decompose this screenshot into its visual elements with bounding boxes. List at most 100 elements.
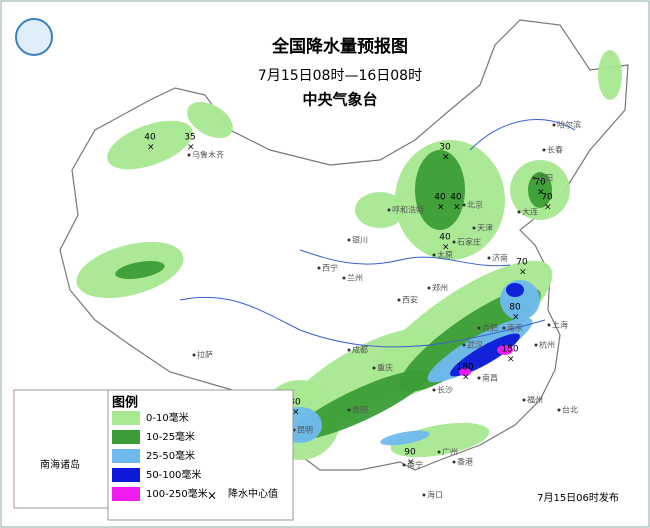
- city-name: 太原: [437, 250, 453, 260]
- legend-swatch: [112, 430, 140, 444]
- city-dot: [557, 408, 561, 412]
- city-name: 天津: [477, 223, 493, 233]
- city-name: 石家庄: [457, 237, 481, 247]
- city-dot: [402, 463, 406, 467]
- rain-area: [598, 50, 622, 100]
- center-mark: ×: [519, 268, 527, 278]
- city-name: 沈阳: [537, 173, 553, 183]
- city-name: 哈尔滨: [557, 120, 581, 130]
- city-dot: [452, 460, 456, 464]
- legend-label: 25-50毫米: [146, 449, 195, 462]
- rain-area: [415, 150, 465, 230]
- center-mark: ×: [442, 153, 450, 163]
- rain-area: [459, 368, 471, 376]
- city-dot: [502, 326, 506, 330]
- legend-label: 50-100毫米: [146, 468, 201, 481]
- center-value: 180: [456, 363, 473, 373]
- city-dot: [422, 493, 426, 497]
- rain-area: [355, 192, 405, 228]
- city-name: 郑州: [432, 283, 448, 293]
- city-name: 南宁: [407, 460, 423, 470]
- period: 7月15日08时—16日08时: [258, 68, 422, 84]
- city-dot: [432, 388, 436, 392]
- city-name: 拉萨: [197, 350, 213, 360]
- legend-swatch: [112, 468, 140, 482]
- city-name: 银川: [352, 235, 368, 245]
- city-dot: [547, 323, 551, 327]
- map-title: 全国降水量预报图: [271, 36, 408, 57]
- center-mark: ×: [407, 458, 415, 468]
- city-name: 杭州: [539, 340, 555, 350]
- city-name: 广州: [442, 447, 458, 457]
- rain-area: [115, 261, 165, 279]
- city-dot: [477, 376, 481, 380]
- center-value: 30: [439, 143, 451, 153]
- city-dot: [437, 450, 441, 454]
- city-dot: [192, 353, 196, 357]
- center-mark: ×: [537, 188, 545, 198]
- legend-title: 图例: [112, 395, 138, 411]
- legend-swatch: [112, 411, 140, 425]
- city-dot: [542, 148, 546, 152]
- center-value: 70: [516, 258, 528, 268]
- city-dot: [462, 203, 466, 207]
- city-name: 长春: [547, 145, 563, 155]
- city-dot: [347, 238, 351, 242]
- city-name: 贵阳: [352, 405, 368, 415]
- center-value: 40: [434, 193, 446, 203]
- rain-area: [291, 370, 429, 440]
- legend-label: 0-10毫米: [146, 411, 189, 424]
- city-dot: [487, 256, 491, 260]
- city-name: 上海: [552, 320, 568, 330]
- city-name: 西安: [402, 295, 418, 305]
- city-dot: [397, 298, 401, 302]
- center-value: 40: [439, 233, 451, 243]
- center-value: 80: [509, 303, 521, 313]
- city-name: 北京: [467, 200, 483, 210]
- legend-swatch: [112, 487, 140, 501]
- legend-center-mark: ×: [207, 489, 217, 503]
- center-mark: ×: [462, 373, 470, 383]
- labels: ×40×35×30×40×40×40×70×70×70×80×80×150×18…: [144, 120, 581, 500]
- city-dot: [517, 210, 521, 214]
- city-dot: [372, 366, 376, 370]
- city-dot: [187, 153, 191, 157]
- center-mark: ×: [544, 203, 552, 213]
- city-name: 南京: [507, 323, 523, 333]
- rivers: [179, 119, 576, 348]
- city-name: 福州: [527, 396, 543, 405]
- city-dot: [342, 276, 346, 280]
- city-name: 南昌: [482, 373, 498, 383]
- city-name: 台北: [562, 405, 578, 415]
- logo: [15, 18, 53, 56]
- center-mark: ×: [453, 203, 461, 213]
- center-value: 40: [144, 133, 156, 143]
- city-name: 济南: [492, 253, 508, 263]
- rain-area: [506, 283, 524, 297]
- center-mark: ×: [512, 313, 520, 323]
- city-dot: [462, 343, 466, 347]
- city-name: 兰州: [347, 273, 363, 283]
- city-dot: [452, 240, 456, 244]
- center-mark: ×: [442, 243, 450, 253]
- center-mark: ×: [507, 355, 515, 365]
- rain-area: [528, 172, 552, 208]
- city-dot: [427, 286, 431, 290]
- city-name: 武汉: [467, 340, 483, 350]
- rain-area: [450, 333, 520, 377]
- legend-label: 10-25毫米: [146, 430, 195, 443]
- center-mark: ×: [147, 143, 155, 153]
- city-name: 长沙: [437, 385, 453, 395]
- city-dot: [477, 326, 481, 330]
- city-dot: [347, 408, 351, 412]
- center-mark: ×: [292, 408, 300, 418]
- city-name: 呼和浩特: [392, 205, 424, 215]
- city-dot: [387, 208, 391, 212]
- city-name: 香港: [457, 457, 473, 467]
- city-dot: [522, 398, 526, 402]
- legend-label: 100-250毫米: [146, 487, 208, 500]
- city-name: 大连: [522, 207, 538, 217]
- center-mark: ×: [187, 143, 195, 153]
- center-value: 70: [541, 193, 553, 203]
